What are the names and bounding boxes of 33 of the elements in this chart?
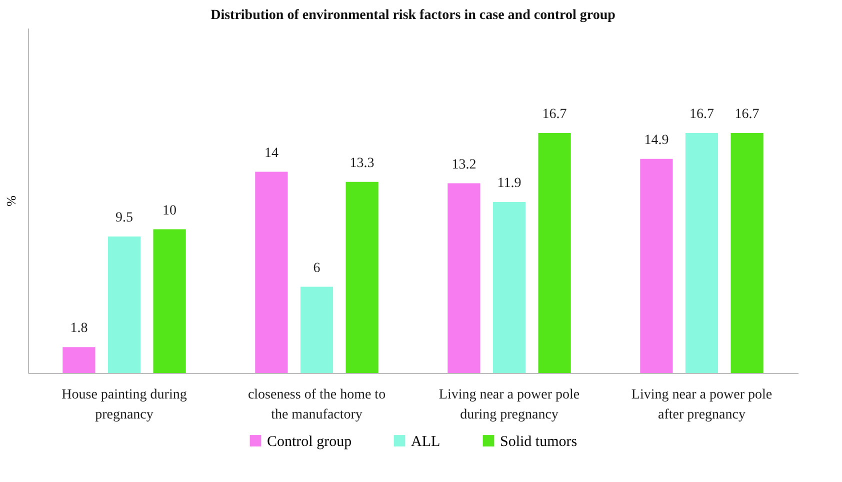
data-label: 9.5 — [116, 210, 133, 226]
legend-label: Control group — [267, 434, 352, 450]
y-axis-title: % — [4, 195, 18, 206]
bar — [300, 286, 334, 373]
data-label: 10 — [162, 203, 177, 218]
bar — [62, 347, 96, 373]
data-label: 11.9 — [497, 176, 522, 191]
bar — [346, 182, 378, 373]
x-tick-label: closeness of the home to the manufactory — [248, 388, 386, 422]
bar — [492, 202, 526, 373]
data-label: 16.7 — [542, 106, 567, 122]
data-label: 6 — [313, 260, 320, 276]
bar — [153, 229, 186, 373]
data-label: 16.7 — [690, 106, 714, 122]
x-tick-label: House painting during pregnancy — [62, 388, 187, 422]
bar — [255, 172, 288, 373]
data-label: 16.7 — [734, 106, 760, 122]
data-label: 14 — [264, 146, 278, 161]
data-label: 14.9 — [644, 132, 669, 148]
bar — [108, 236, 141, 373]
bar — [448, 183, 480, 373]
data-label: 13.3 — [350, 156, 374, 171]
bar — [685, 132, 718, 373]
bar — [640, 158, 673, 373]
x-tick-label: Living near a power pole during pregnancy — [438, 388, 580, 422]
data-label: 13.2 — [452, 157, 476, 172]
legend-label: ALL — [411, 434, 440, 450]
chart-title: Distribution of environmental risk factors in case and control group — [210, 8, 616, 23]
bar — [538, 132, 571, 373]
legend-label: Solid tumors — [500, 434, 578, 450]
bar — [730, 132, 764, 373]
x-tick-label: Living near a power pole after pregnancy — [631, 388, 772, 422]
data-label: 1.8 — [70, 321, 88, 336]
